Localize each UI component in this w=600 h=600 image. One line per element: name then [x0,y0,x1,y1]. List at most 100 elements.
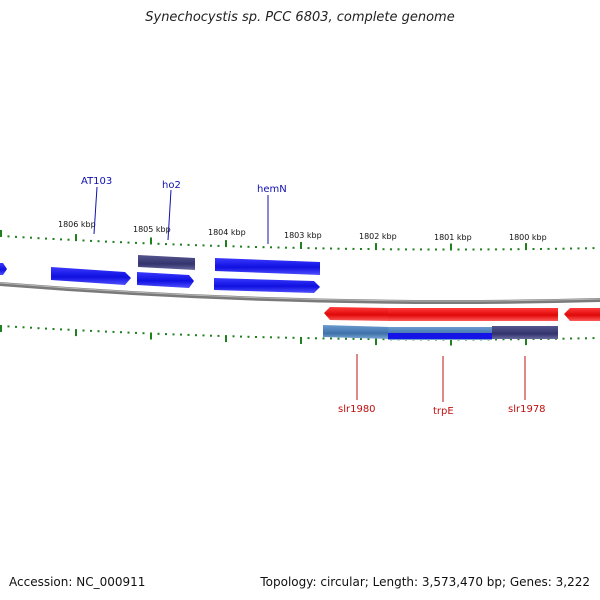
minor-tick [345,247,347,250]
minor-tick [510,338,512,341]
major-tick [75,329,77,337]
tick-label-1806: 1806 kbp [58,220,96,229]
minor-tick [367,248,370,250]
forward-gene[interactable] [0,263,7,275]
forward-gene-hemN[interactable] [215,258,320,275]
forward-gene[interactable] [214,278,320,293]
reverse-gene[interactable] [564,308,600,321]
gene-label-ho2[interactable]: ho2 [162,180,181,191]
forward-gene-ho2[interactable] [138,255,195,270]
minor-tick [45,237,47,240]
major-tick [150,332,152,340]
minor-tick [195,244,197,247]
minor-tick [367,338,370,340]
minor-tick [510,248,512,251]
minor-tick [165,333,167,336]
minor-tick [67,328,70,331]
minor-tick [382,338,385,341]
minor-tick [202,244,205,247]
minor-tick [270,246,272,249]
minor-tick [142,332,145,335]
minor-tick [52,328,55,330]
minor-tick [135,241,137,244]
minor-tick [585,247,587,250]
minor-tick [37,237,40,240]
major-tick [375,338,377,346]
minor-tick [405,248,407,251]
minor-tick [82,329,85,332]
minor-tick [97,240,100,243]
minor-tick [495,248,497,251]
minor-tick [217,334,220,337]
minor-tick [112,240,115,243]
minor-tick [105,330,107,333]
minor-tick [90,239,92,242]
minor-tick [157,332,160,335]
minor-tick [502,338,505,341]
minor-tick [420,248,422,251]
reverse-gene-slr1980[interactable] [323,325,390,339]
forward-genes [0,255,320,293]
gene-label-trpE[interactable]: trpE [433,406,454,417]
reverse-gene-slr1978[interactable] [492,326,558,339]
gene-label-slr1978[interactable]: slr1978 [508,404,546,415]
tick-label-1801: 1801 kbp [434,233,472,242]
genome-summary-text: Topology: circular; Length: 3,573,470 bp… [260,575,590,589]
minor-tick [270,336,272,339]
minor-tick [472,248,475,251]
minor-tick [495,338,497,341]
reverse-gene[interactable] [324,307,392,321]
reverse-genes [323,307,600,340]
minor-tick [412,248,415,251]
minor-tick [247,245,250,248]
minor-tick [570,337,572,340]
minor-tick [30,236,32,239]
minor-tick [517,338,520,341]
minor-tick [90,329,92,332]
major-tick [525,243,527,251]
gene-label-slr1980[interactable]: slr1980 [338,404,376,415]
minor-tick [292,336,295,339]
map-title: Synechocystis sp. PCC 6803, complete gen… [145,10,455,25]
major-tick [300,337,302,344]
minor-tick [562,247,565,250]
minor-tick [345,337,347,340]
gene-label-hemN[interactable]: hemN [257,184,287,195]
minor-tick [360,248,362,250]
minor-tick [562,337,565,340]
minor-tick [142,242,145,245]
minor-tick [465,248,467,251]
minor-tick [7,325,10,328]
forward-gene[interactable] [137,272,194,288]
minor-tick [330,337,332,340]
forward-gene[interactable] [51,267,131,285]
reverse-gene-trpE[interactable] [388,308,558,321]
minor-tick [172,333,175,336]
minor-tick [285,336,287,339]
minor-tick [390,248,392,251]
minor-tick [360,338,362,340]
minor-tick [172,243,175,246]
minor-tick [457,248,460,251]
minor-tick [547,247,550,250]
minor-tick [7,235,10,238]
genome-backbone [0,282,600,304]
minor-tick [232,245,235,248]
minor-tick [330,247,332,250]
major-tick [0,230,2,237]
minor-tick [97,330,100,333]
gene-label-AT103[interactable]: AT103 [81,176,112,187]
major-tick [75,234,77,242]
minor-tick [337,247,340,250]
accession-text: Accession: NC_000911 [9,575,146,589]
minor-tick [255,336,257,338]
minor-tick [502,248,505,251]
minor-tick [585,337,587,340]
minor-tick [532,248,535,250]
minor-tick [45,327,47,330]
minor-tick [292,246,295,249]
minor-tick [277,246,280,249]
minor-tick [555,247,557,250]
major-tick [0,325,2,332]
forward-gene-labels: AT103 ho2 hemN [81,176,287,244]
